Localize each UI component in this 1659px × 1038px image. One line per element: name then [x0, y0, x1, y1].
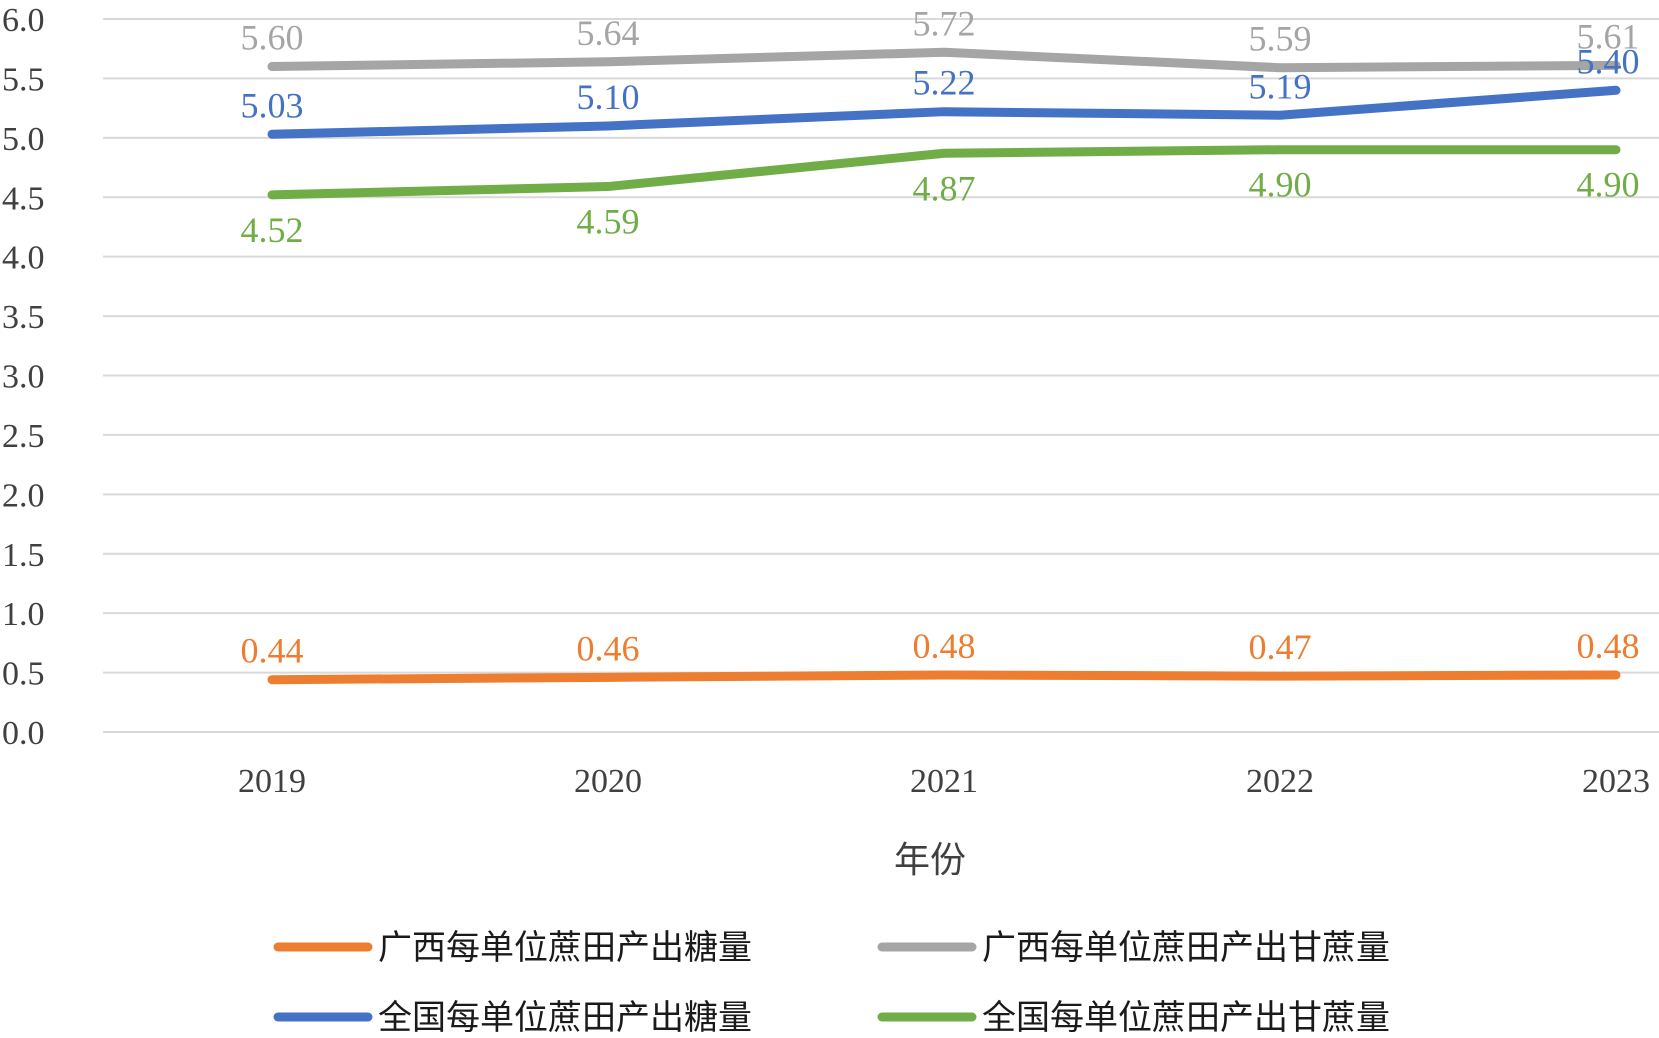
- y-tick-label: 0.5: [2, 656, 45, 693]
- y-tick-label: 4.5: [2, 180, 45, 217]
- legend-label: 全国每单位蔗田产出糖量: [378, 998, 752, 1038]
- data-label: 5.72: [913, 3, 976, 43]
- x-tick-label: 2020: [574, 763, 642, 800]
- data-label: 0.48: [1577, 626, 1640, 666]
- series-line: [267, 670, 1621, 685]
- data-label: 0.46: [577, 628, 640, 668]
- data-label: 5.64: [577, 13, 640, 53]
- y-tick-label: 6.0: [2, 2, 45, 39]
- data-label: 0.48: [913, 626, 976, 666]
- y-tick-label: 0.0: [2, 715, 45, 752]
- legend-label: 广西每单位蔗田产出糖量: [378, 928, 752, 968]
- series-line: [267, 85, 1621, 139]
- y-tick-label: 5.5: [2, 61, 45, 98]
- gridlines: [103, 18, 1659, 733]
- x-axis-title: 年份: [894, 840, 966, 881]
- data-label: 5.61: [1577, 16, 1640, 56]
- x-tick-label: 2022: [1246, 763, 1314, 800]
- y-tick-label: 3.5: [2, 299, 45, 336]
- data-label: 5.60: [241, 18, 304, 58]
- data-label: 4.87: [913, 168, 976, 208]
- series-line: [267, 145, 1621, 200]
- series-lines: [267, 47, 1621, 685]
- data-label: 5.10: [577, 77, 640, 117]
- data-label: 4.52: [241, 210, 304, 250]
- y-tick-label: 4.0: [2, 240, 45, 277]
- y-tick-label: 5.0: [2, 121, 45, 158]
- data-label: 0.47: [1249, 627, 1312, 667]
- y-tick-label: 1.0: [2, 596, 45, 633]
- x-tick-label: 2023: [1582, 763, 1650, 800]
- y-axis-ticks: 0.0 0.5 1.0 1.5 2.0 2.5 3.0 3.5 4.0 4.5 5.0 5.5 6.0: [2, 2, 45, 752]
- x-tick-label: 2021: [910, 763, 978, 800]
- data-label: 5.22: [913, 63, 976, 103]
- y-tick-label: 3.0: [2, 359, 45, 396]
- y-tick-label: 2.0: [2, 477, 45, 514]
- data-label: 5.19: [1249, 66, 1312, 106]
- data-label: 0.44: [241, 631, 304, 671]
- legend-label: 广西每单位蔗田产出甘蔗量: [982, 928, 1390, 968]
- series-line: [267, 47, 1621, 73]
- y-tick-label: 1.5: [2, 537, 45, 574]
- data-label: 4.59: [577, 202, 640, 242]
- data-label: 5.40: [1577, 41, 1640, 81]
- data-label: 4.90: [1577, 165, 1640, 205]
- data-label: 5.59: [1249, 19, 1312, 59]
- data-labels: 0.44 0.46 0.48 0.47 0.48 5.60 5.64 5.72 5.59 5.61…: [241, 3, 1640, 670]
- data-label: 5.03: [241, 85, 304, 125]
- x-tick-label: 2019: [238, 763, 306, 800]
- x-axis-ticks: 2019 2020 2021 2022 2023: [238, 763, 1650, 800]
- data-label: 4.90: [1249, 165, 1312, 205]
- y-tick-label: 2.5: [2, 418, 45, 455]
- legend-label: 全国每单位蔗田产出甘蔗量: [982, 998, 1390, 1038]
